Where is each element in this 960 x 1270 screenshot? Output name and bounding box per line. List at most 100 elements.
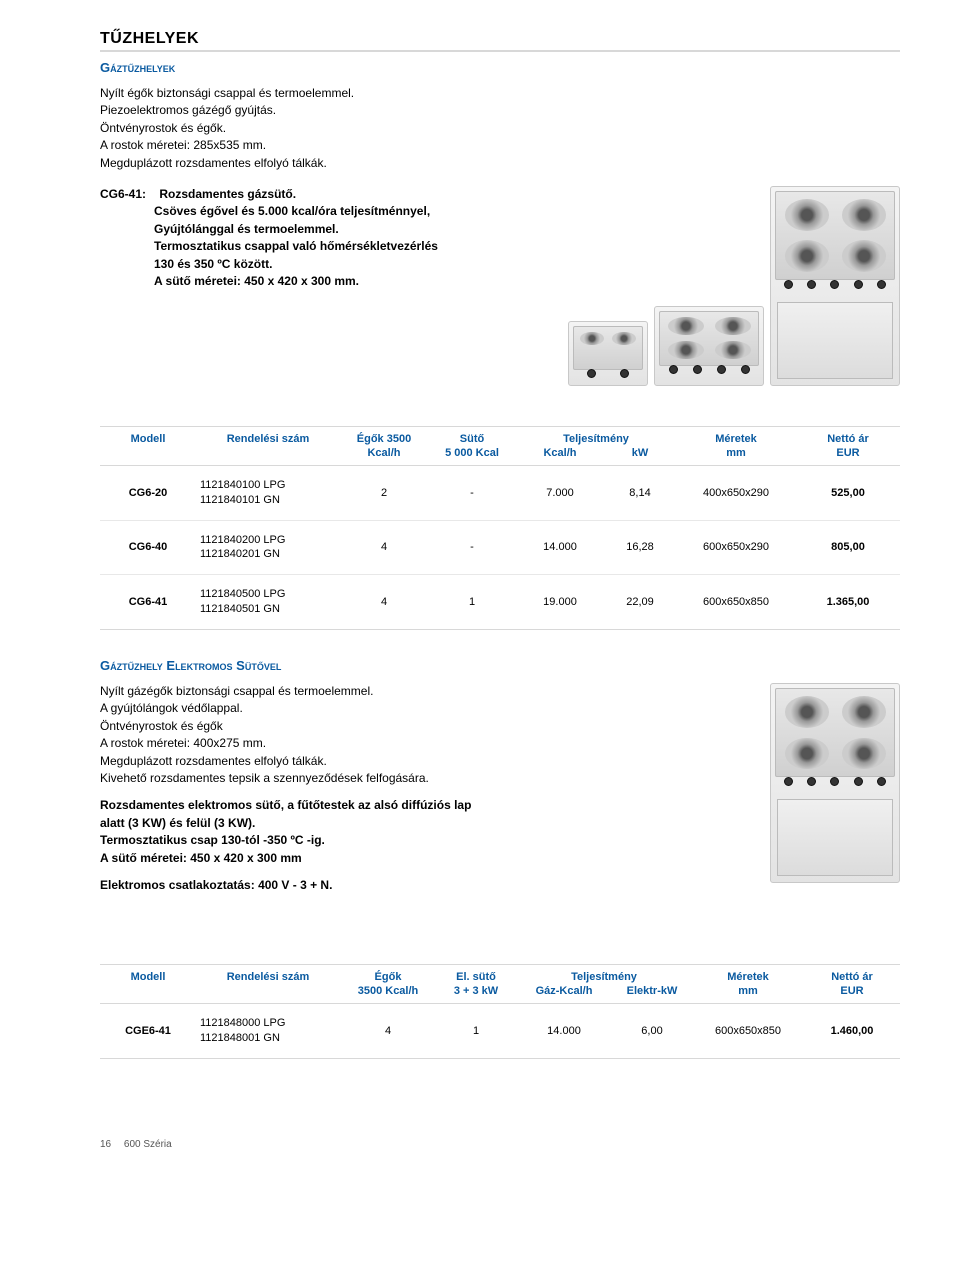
th: 5 000 Kcal bbox=[428, 447, 516, 466]
td: - bbox=[428, 465, 516, 520]
td: 16,28 bbox=[604, 520, 676, 575]
th: kW bbox=[604, 447, 676, 466]
section1-intro: Nyílt égők biztonsági csappal és termoel… bbox=[100, 85, 540, 172]
table-row: CG6-40 1121840200 LPG 1121840201 GN 4 - … bbox=[100, 520, 900, 575]
th: Modell bbox=[100, 427, 196, 447]
table-row: CG6-20 1121840100 LPG 1121840101 GN 2 - … bbox=[100, 465, 900, 520]
td-model: CG6-40 bbox=[100, 520, 196, 575]
section1-row: CG6-41: Rozsdamentes gázsütő. Csöves égő… bbox=[100, 186, 900, 386]
td-price: 525,00 bbox=[796, 465, 900, 520]
td-price: 805,00 bbox=[796, 520, 900, 575]
td: 2 bbox=[340, 465, 428, 520]
th: Nettó ár bbox=[804, 965, 900, 985]
td: 14.000 bbox=[516, 520, 604, 575]
td-order: 1121848000 LPG 1121848001 GN bbox=[196, 1004, 340, 1058]
th: 3500 Kcal/h bbox=[340, 985, 436, 1004]
table1-body: CG6-20 1121840100 LPG 1121840101 GN 2 - … bbox=[100, 465, 900, 629]
td: 600x650x850 bbox=[676, 575, 796, 629]
th: EUR bbox=[804, 985, 900, 1004]
page-title: TŰZHELYEK bbox=[100, 30, 900, 48]
td-order: 1121840500 LPG 1121840501 GN bbox=[196, 575, 340, 629]
page-title-bar: TŰZHELYEK bbox=[100, 30, 900, 52]
td: 600x650x290 bbox=[676, 520, 796, 575]
section2-p3: Elektromos csatlakoztatás: 400 V - 3 + N… bbox=[100, 877, 490, 894]
th: EUR bbox=[796, 447, 900, 466]
td-order: 1121840200 LPG 1121840201 GN bbox=[196, 520, 340, 575]
th: Sütő bbox=[428, 427, 516, 447]
td-order: 1121840100 LPG 1121840101 GN bbox=[196, 465, 340, 520]
table-row: CG6-41 1121840500 LPG 1121840501 GN 4 1 … bbox=[100, 575, 900, 629]
table-row: Modell Rendelési szám Égők El. sütő Telj… bbox=[100, 965, 900, 985]
td: 22,09 bbox=[604, 575, 676, 629]
section2-p2: Rozsdamentes elektromos sütő, a fűtőtest… bbox=[100, 797, 490, 867]
td: 4 bbox=[340, 1004, 436, 1058]
spec-label: CG6-41: bbox=[100, 187, 146, 201]
section1-subtitle: Gáztűzhelyek bbox=[100, 60, 900, 75]
td: 6,00 bbox=[612, 1004, 692, 1058]
page-number: 16 bbox=[100, 1139, 111, 1150]
th: Égők bbox=[340, 965, 436, 985]
th bbox=[100, 447, 196, 466]
th: Méretek bbox=[676, 427, 796, 447]
section1-spec: CG6-41: Rozsdamentes gázsütő. Csöves égő… bbox=[100, 186, 440, 290]
table-row: CGE6-41 1121848000 LPG 1121848001 GN 4 1… bbox=[100, 1004, 900, 1058]
th: mm bbox=[676, 447, 796, 466]
td: 600x650x850 bbox=[692, 1004, 804, 1058]
table1-wrap: Modell Rendelési szám Égők 3500 Sütő Tel… bbox=[100, 426, 900, 630]
td-model: CG6-41 bbox=[100, 575, 196, 629]
footer-series: 600 Széria bbox=[124, 1139, 172, 1150]
td: 19.000 bbox=[516, 575, 604, 629]
th: Nettó ár bbox=[796, 427, 900, 447]
td-model: CGE6-41 bbox=[100, 1004, 196, 1058]
th: Égők 3500 bbox=[340, 427, 428, 447]
th: Teljesítmény bbox=[516, 965, 692, 985]
table2-body: CGE6-41 1121848000 LPG 1121848001 GN 4 1… bbox=[100, 1004, 900, 1058]
spec-body: Csöves égővel és 5.000 kcal/óra teljesít… bbox=[154, 203, 440, 290]
td: 1 bbox=[436, 1004, 516, 1058]
table-row: Modell Rendelési szám Égők 3500 Sütő Tel… bbox=[100, 427, 900, 447]
th: Modell bbox=[100, 965, 196, 985]
table1: Modell Rendelési szám Égők 3500 Sütő Tel… bbox=[100, 427, 900, 629]
td: 4 bbox=[340, 520, 428, 575]
cooktop-image-small bbox=[568, 321, 648, 386]
stove-image-2 bbox=[770, 683, 900, 883]
td: 7.000 bbox=[516, 465, 604, 520]
th: Rendelési szám bbox=[196, 965, 340, 985]
td-price: 1.460,00 bbox=[804, 1004, 900, 1058]
table-row: Kcal/h 5 000 Kcal Kcal/h kW mm EUR bbox=[100, 447, 900, 466]
table2: Modell Rendelési szám Égők El. sütő Telj… bbox=[100, 965, 900, 1058]
td: - bbox=[428, 520, 516, 575]
td-model: CG6-20 bbox=[100, 465, 196, 520]
th: Gáz-Kcal/h bbox=[516, 985, 612, 1004]
th: Kcal/h bbox=[516, 447, 604, 466]
section2-text: Nyílt gázégők biztonsági csappal és term… bbox=[100, 683, 490, 904]
product-images-1 bbox=[460, 186, 900, 386]
th: Teljesítmény bbox=[516, 427, 676, 447]
th: Méretek bbox=[692, 965, 804, 985]
td: 1 bbox=[428, 575, 516, 629]
td: 4 bbox=[340, 575, 428, 629]
footer: 16 600 Széria bbox=[100, 1139, 900, 1150]
stove-image bbox=[770, 186, 900, 386]
th: mm bbox=[692, 985, 804, 1004]
spec-title: Rozsdamentes gázsütő. bbox=[159, 187, 296, 201]
th bbox=[100, 985, 196, 1004]
td: 14.000 bbox=[516, 1004, 612, 1058]
td: 400x650x290 bbox=[676, 465, 796, 520]
section2-p1: Nyílt gázégők biztonsági csappal és term… bbox=[100, 683, 490, 787]
section2-subtitle: Gáztűzhely Elektromos Sütővel bbox=[100, 658, 900, 673]
td-price: 1.365,00 bbox=[796, 575, 900, 629]
th: Kcal/h bbox=[340, 447, 428, 466]
th bbox=[196, 447, 340, 466]
cooktop-image bbox=[654, 306, 764, 386]
td: 8,14 bbox=[604, 465, 676, 520]
product-images-2 bbox=[510, 683, 900, 883]
th: Elektr-kW bbox=[612, 985, 692, 1004]
section2-row: Nyílt gázégők biztonsági csappal és term… bbox=[100, 683, 900, 904]
th: 3 + 3 kW bbox=[436, 985, 516, 1004]
table-row: 3500 Kcal/h 3 + 3 kW Gáz-Kcal/h Elektr-k… bbox=[100, 985, 900, 1004]
th bbox=[196, 985, 340, 1004]
th: Rendelési szám bbox=[196, 427, 340, 447]
th: El. sütő bbox=[436, 965, 516, 985]
table2-wrap: Modell Rendelési szám Égők El. sütő Telj… bbox=[100, 964, 900, 1059]
